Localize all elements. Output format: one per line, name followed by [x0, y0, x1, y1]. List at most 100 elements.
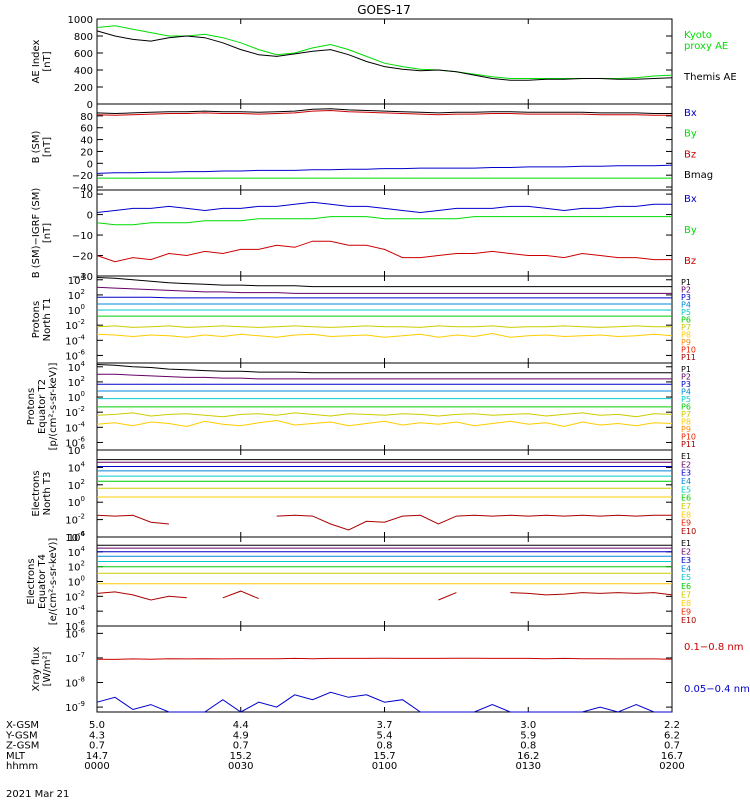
y-tick-label: 10-9: [65, 700, 85, 714]
panel-frame: [96, 536, 673, 627]
y-tick-label: 100: [68, 495, 85, 509]
y-tick-label: 102: [68, 375, 85, 389]
legend-item: P2: [681, 286, 691, 295]
y-tick-label: 80: [80, 112, 93, 123]
series-line: [96, 412, 673, 418]
footer-value: 3.0: [520, 720, 536, 731]
legend-item: P6: [681, 316, 691, 325]
y-tick-label: 104: [68, 273, 86, 287]
footer-value: 0030: [228, 761, 253, 772]
footer-value: 16.7: [661, 751, 683, 762]
y-tick-exponent: 0: [81, 575, 85, 583]
legend-item: E10: [681, 616, 696, 625]
series-line: [96, 590, 673, 601]
legend-item: E8: [681, 510, 691, 519]
y-tick-label: 20: [80, 147, 93, 158]
series-line: [96, 325, 672, 328]
legend-item: E10: [681, 527, 696, 536]
footer-value: 0.8: [520, 741, 536, 752]
y-tick-exponent: 0: [81, 390, 85, 398]
y-tick-label: 10-4: [65, 420, 85, 434]
y-tick-label: 0: [87, 211, 93, 222]
legend-item: E7: [681, 502, 691, 511]
legend-item: P2: [681, 373, 691, 382]
footer-value: 3.7: [377, 720, 393, 731]
series-line: [96, 277, 672, 288]
y-tick-label: 10-4: [65, 604, 85, 618]
footer-value: 6.2: [664, 730, 680, 741]
footer-value: 0200: [659, 761, 684, 772]
legend-item: E6: [681, 494, 691, 503]
ephemeris-footer: X-GSM 5.0 4.4 3.7 3.0 2.2 Y-GSM 4.3 4.9 5.4 5.9 6.2…: [5, 720, 685, 772]
legend-item: 0.1−0.8 nm: [684, 642, 743, 653]
legend-item: E6: [681, 582, 691, 591]
series-line: [96, 514, 672, 531]
footer-value: 0100: [372, 761, 397, 772]
y-tick-label: 10-2: [65, 405, 85, 419]
footer-value: 2.2: [664, 720, 680, 731]
series-line: [97, 296, 672, 299]
y-axis-label: Electrons: [31, 470, 42, 516]
y-tick-label: 106: [68, 443, 86, 457]
legend-item: P10: [681, 433, 696, 442]
y-tick-exponent: -4: [78, 530, 86, 538]
y-tick-exponent: -2: [78, 318, 85, 326]
y-tick-exponent: -2: [78, 589, 85, 597]
y-axis-label: North T1: [42, 298, 53, 342]
y-axis-label: AE Index: [31, 39, 42, 83]
legend-item: E7: [681, 590, 691, 599]
series-line: [96, 286, 672, 294]
series-line: [96, 109, 672, 116]
y-tick-exponent: 2: [81, 288, 85, 296]
y-axis-label: [nT]: [42, 51, 53, 71]
footer-value: 15.7: [373, 751, 395, 762]
y-tick-label: 40: [80, 136, 93, 147]
series-line: [96, 108, 672, 115]
y-axis-label: B (SM): [31, 130, 42, 163]
y-tick-exponent: -2: [78, 405, 85, 413]
legend-item: P4: [681, 301, 691, 310]
y-tick-label: 100: [68, 575, 85, 589]
legend-item: E9: [681, 519, 691, 528]
legend-item: P6: [681, 403, 691, 412]
legend-item: Kyoto: [684, 30, 712, 41]
legend-item: Bx: [684, 194, 697, 205]
legend-item: P8: [681, 418, 691, 427]
footer-row-label: MLT: [6, 751, 26, 762]
y-axis-label: Electrons: [26, 558, 37, 604]
y-tick-label: 106: [68, 530, 86, 544]
legend-item: E1: [681, 452, 691, 461]
legend-item: Bmag: [684, 170, 713, 181]
legend-item: P11: [681, 440, 696, 449]
y-axis-label: [nT]: [42, 137, 53, 157]
legend-item: E9: [681, 607, 691, 616]
y-tick-label: 0: [87, 100, 93, 111]
y-tick-exponent: 4: [81, 460, 86, 468]
footer-value: 5.0: [89, 720, 105, 731]
y-tick-label: 104: [68, 360, 86, 374]
y-tick-exponent: -9: [78, 700, 85, 708]
panel-8: 10-9 10-8 10-7 10-6 Xray flux [W/m²] 0.1−0.8 n…: [31, 625, 750, 714]
y-tick-label: 600: [74, 49, 93, 60]
y-tick-exponent: -7: [78, 651, 85, 659]
legend-item: By: [684, 225, 697, 236]
footer-value: 0.7: [233, 741, 249, 752]
y-tick-exponent: -6: [78, 435, 86, 443]
y-tick-label: 200: [74, 83, 93, 94]
legend-item: P3: [681, 380, 691, 389]
legend-item: P7: [681, 323, 691, 332]
y-tick-label: −40: [72, 183, 93, 194]
legend-item: P5: [681, 308, 691, 317]
y-tick-label: 400: [74, 66, 93, 77]
y-axis-label: B (SM)−IGRF (SM): [31, 188, 42, 279]
legend-item: E3: [681, 469, 691, 478]
y-axis-label: [p/(cm²-s-sr-keV)]: [48, 363, 59, 451]
legend-item: E5: [681, 573, 691, 582]
plot-title: GOES-17: [357, 3, 411, 17]
legend-item: P10: [681, 346, 696, 355]
y-tick-exponent: 4: [81, 273, 86, 281]
